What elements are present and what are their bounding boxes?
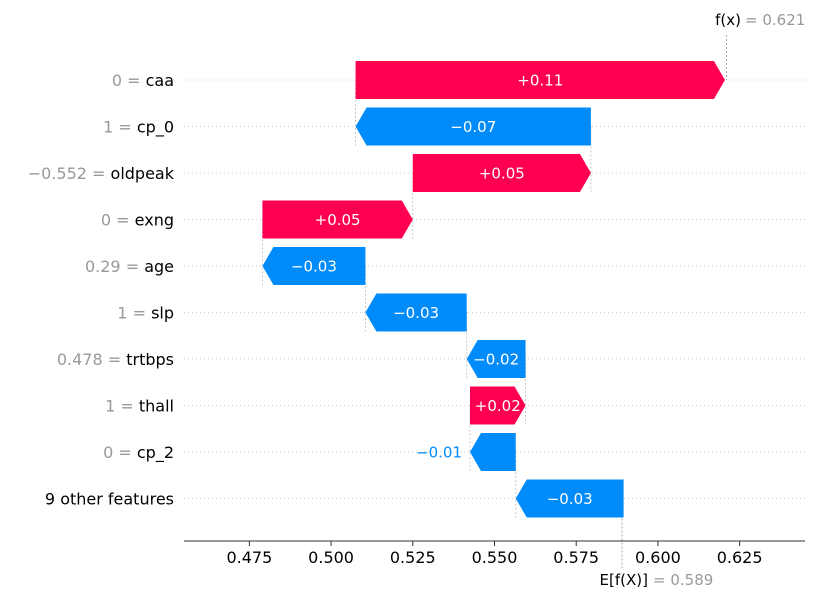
output-value-text: = 0.621 [745,11,805,29]
feature-name: slp [151,303,174,322]
base-label: E[f(X)] [600,571,648,589]
bar-value-label: −0.02 [473,351,519,369]
bar-value-label: +0.05 [315,211,361,229]
x-tick-label: 0.575 [553,548,599,567]
bar-value-label: +0.02 [475,397,521,415]
bar-9-other-features [515,479,624,518]
x-tick-label: 0.625 [717,548,763,567]
feature-name: cp_0 [137,117,174,137]
feature-value: 0 = [103,443,137,462]
bar-value-label: −0.07 [450,118,496,136]
x-tick-label: 0.525 [390,548,436,567]
reference-lines [262,35,727,568]
bar-value-label: −0.03 [291,258,337,276]
feature-name: 9 other features [45,489,174,508]
feature-label: 1 = slp [117,303,174,322]
bar-cp_0 [355,107,591,146]
bar-exng [262,200,413,239]
feature-value: 0 = [101,210,135,229]
bar-oldpeak [412,154,591,192]
feature-label: 0 = caa [112,71,174,90]
x-tick-label: 0.475 [226,548,272,567]
feature-value: 1 = [103,117,137,136]
output-annotation: f(x) = 0.621 [715,11,805,29]
x-tick-label: 0.500 [308,548,354,567]
feature-label: 0.478 = trtbps [57,350,174,369]
feature-value: 1 = [117,303,151,322]
x-axis: 0.475 0.500 0.525 0.550 0.575 0.600 0.625 [184,540,805,567]
bar-age [262,247,366,285]
feature-name: cp_2 [137,443,174,463]
feature-value: 0.478 = [57,350,126,369]
base-annotation: E[f(X)] = 0.589 [600,571,714,589]
feature-name: trtbps [126,350,174,369]
bar-slp [365,293,467,332]
x-tick-label: 0.550 [472,548,518,567]
feature-name: caa [146,71,174,90]
feature-value: 1 = [105,396,139,415]
feature-name: exng [135,210,174,229]
feature-value: −0.552 = [28,164,111,183]
base-value-text: = 0.589 [653,571,713,589]
output-label: f(x) [715,11,741,29]
bar-thall [469,386,526,425]
bar-cp_2 [469,433,516,471]
feature-label: 0 = exng [101,210,174,229]
bar-value-label: −0.01 [416,444,462,462]
feature-label: 9 other features [45,489,174,508]
feature-label: −0.552 = oldpeak [28,164,175,183]
bar-value-label: −0.03 [547,490,593,508]
feature-name: oldpeak [111,164,175,183]
bar-value-label: +0.11 [517,72,563,90]
feature-value: 0.29 = [85,257,144,276]
feature-value: 0 = [112,71,146,90]
feature-name: thall [139,396,174,415]
bar-value-label: −0.03 [393,304,439,322]
bar-value-label: +0.05 [479,165,525,183]
feature-label: 0.29 = age [85,257,174,276]
feature-name: age [144,257,174,276]
x-tick-label: 0.600 [635,548,681,567]
bar-trtbps [466,340,526,378]
feature-label: 1 = thall [105,396,174,415]
feature-label: 0 = cp_2 [103,443,174,463]
bars: +0.11 −0.07 +0.05 +0.05 −0.03 −0.03 −0.02 +0.02… [262,61,725,518]
bar-caa [355,61,725,99]
feature-label: 1 = cp_0 [103,117,174,137]
